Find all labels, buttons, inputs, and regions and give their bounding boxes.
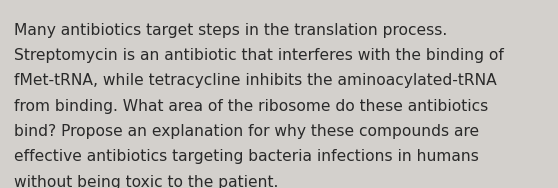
Text: effective antibiotics targeting bacteria infections in humans: effective antibiotics targeting bacteria…	[14, 149, 479, 164]
Text: without being toxic to the patient.: without being toxic to the patient.	[14, 175, 278, 188]
Text: Streptomycin is an antibiotic that interferes with the binding of: Streptomycin is an antibiotic that inter…	[14, 48, 504, 63]
Text: bind? Propose an explanation for why these compounds are: bind? Propose an explanation for why the…	[14, 124, 479, 139]
Text: fMet-tRNA, while tetracycline inhibits the aminoacylated-tRNA: fMet-tRNA, while tetracycline inhibits t…	[14, 73, 497, 88]
Text: Many antibiotics target steps in the translation process.: Many antibiotics target steps in the tra…	[14, 23, 447, 38]
Text: from binding. What area of the ribosome do these antibiotics: from binding. What area of the ribosome …	[14, 99, 488, 114]
